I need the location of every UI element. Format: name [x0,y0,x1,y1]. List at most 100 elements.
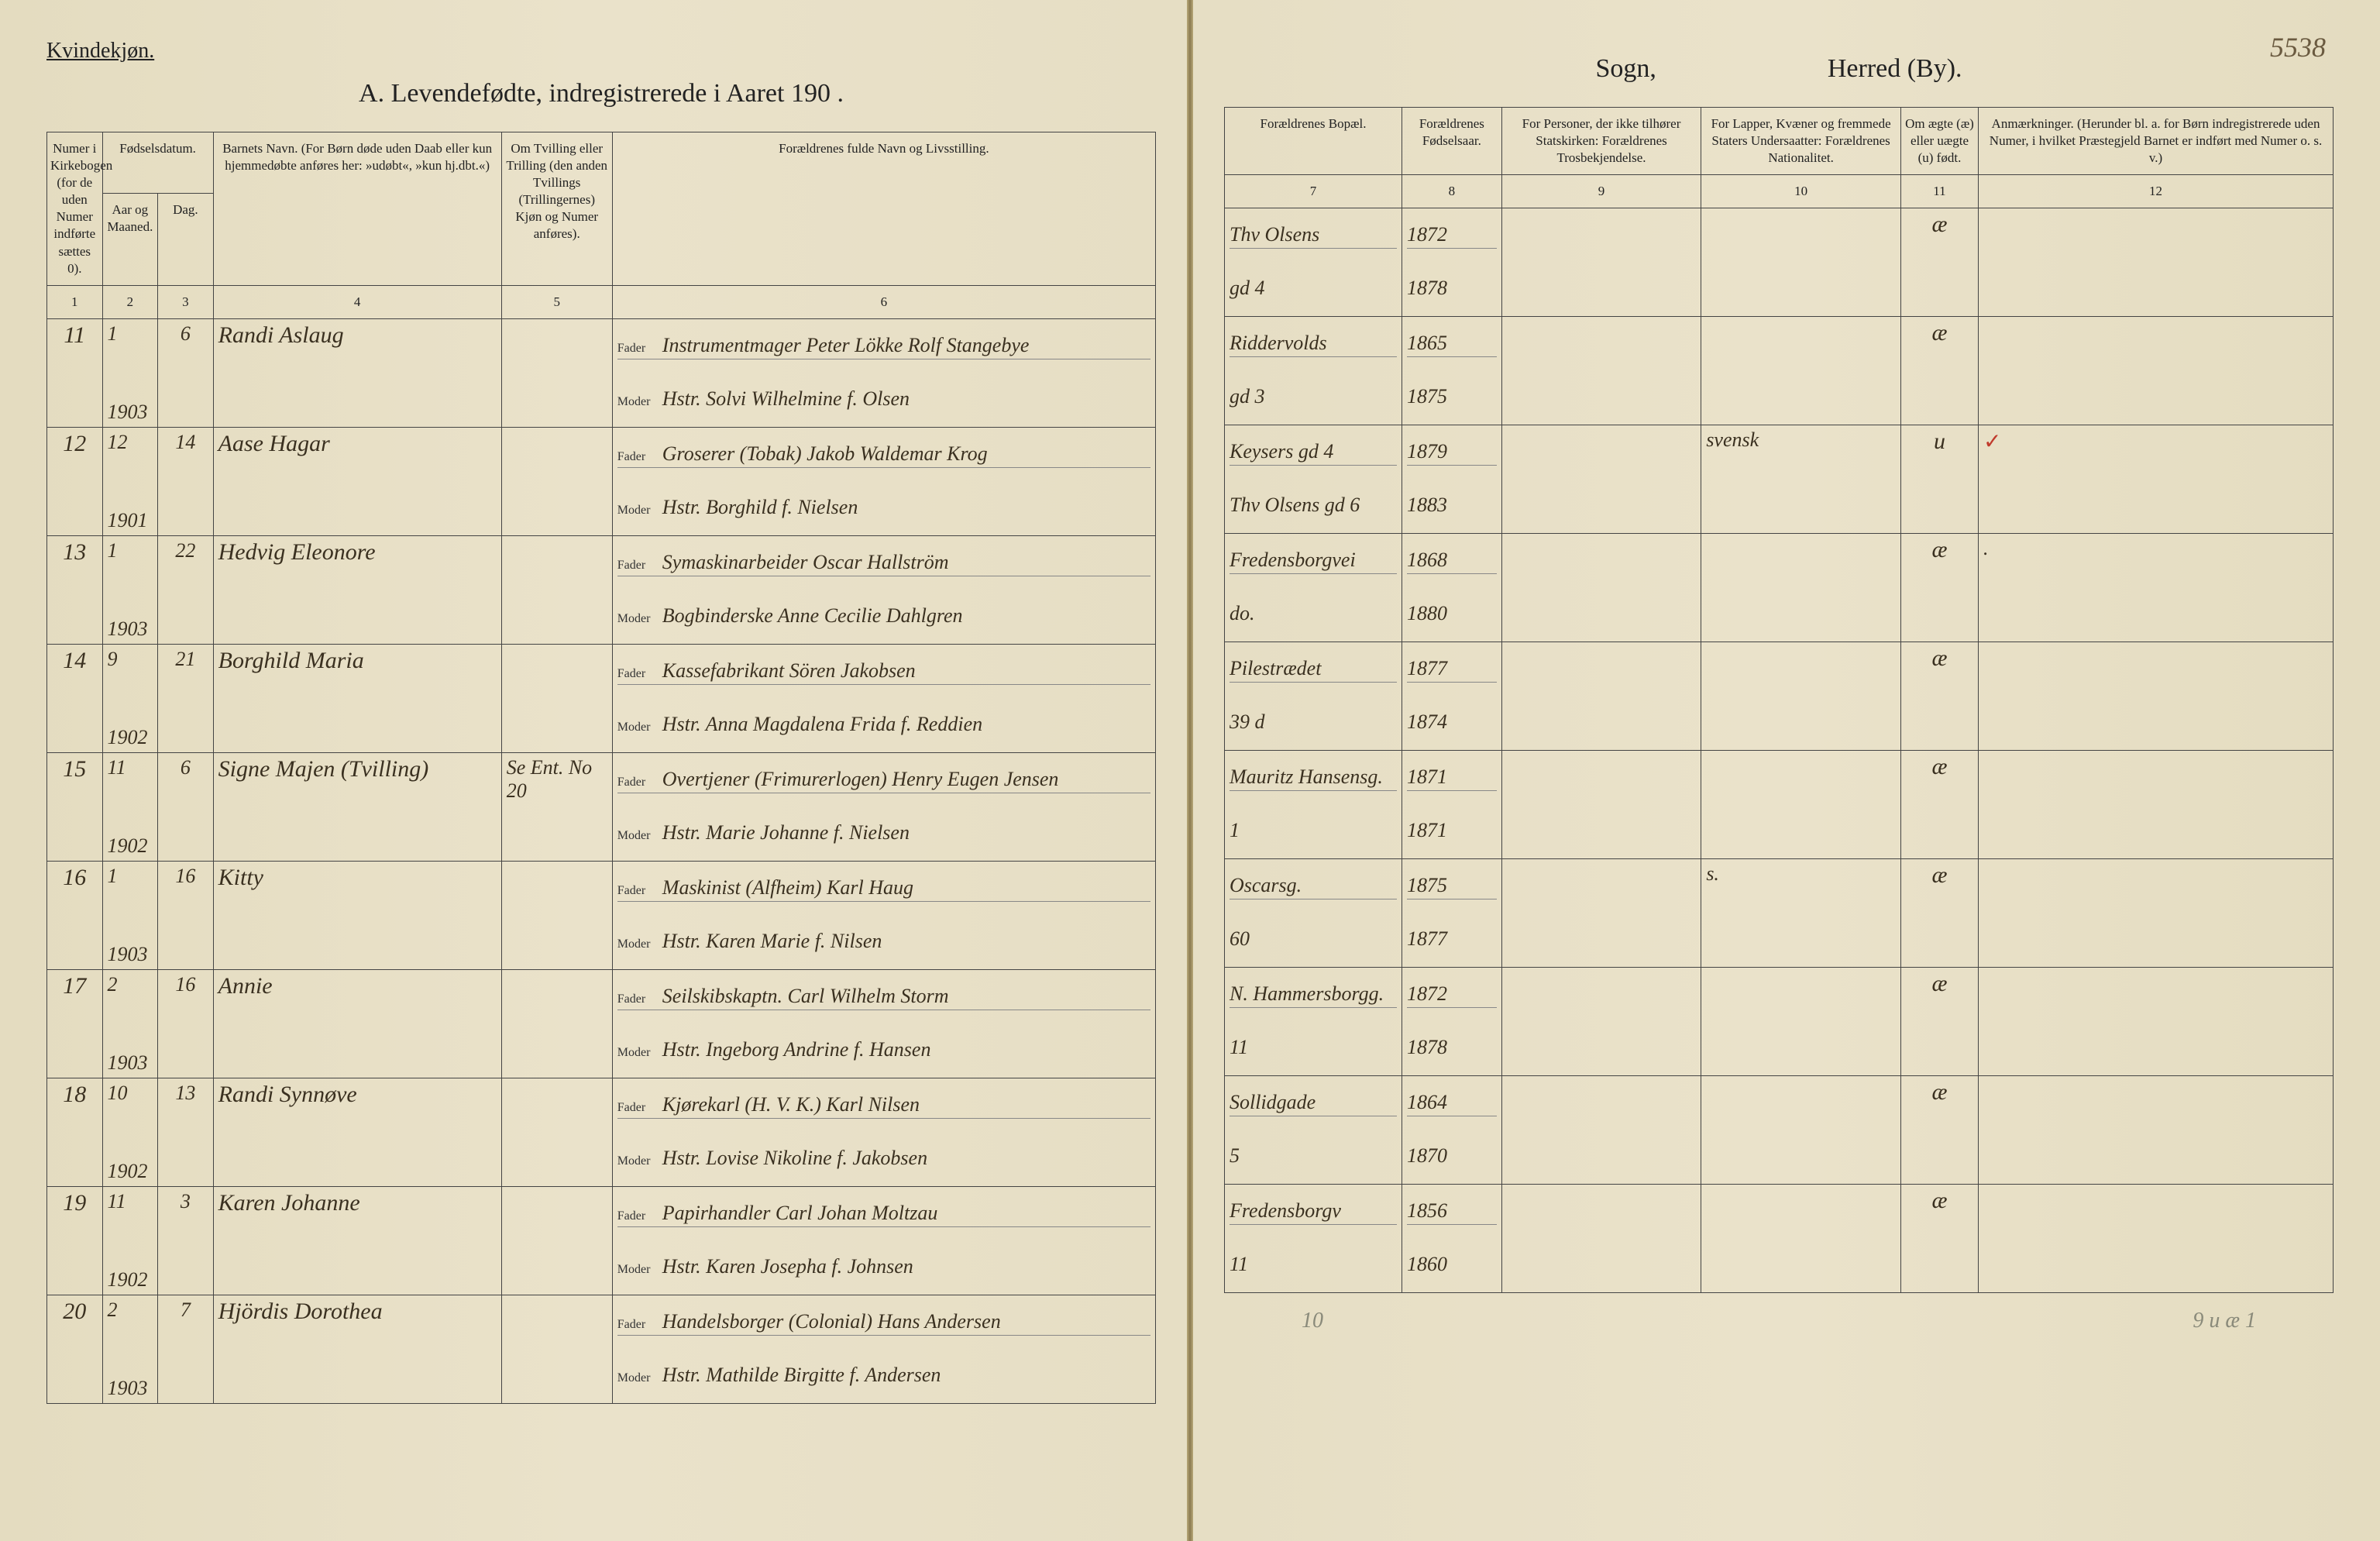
nationality: svensk [1706,428,1759,451]
legitimacy: æ [1931,645,1947,671]
table-row: Oscarsg. 60 1875 1877 s. æ [1225,859,2334,968]
table-header-right: Forældrenes Bopæl. Forældrenes Fødselsaa… [1225,108,2334,208]
nationality: s. [1706,862,1719,885]
tvilling-note: Se Ent. No 20 [507,756,593,802]
moder-label: Moder [617,829,655,843]
moder-label: Moder [617,721,655,734]
remark: . [1983,537,1989,559]
birth-month: 2 [108,973,153,996]
sogn-label: Sogn, [1595,54,1656,83]
colnum: 9 [1501,175,1701,208]
table-row: 20 2 1903 7 Hjördis Dorothea FaderHandel… [47,1295,1156,1403]
legitimacy: æ [1931,1079,1947,1105]
table-row: 11 1 1903 6 Randi Aslaug FaderInstrument… [47,318,1156,427]
birth-year: 1902 [108,1268,153,1292]
birth-year: 1901 [108,509,153,532]
residence-father: Fredensborgvei [1230,549,1356,572]
table-row: Fredensborgv 11 1856 1860 æ [1225,1185,2334,1293]
table-row: N. Hammersborgg. 11 1872 1878 æ [1225,968,2334,1076]
page-right: 5538 Sogn, Herred (By). Forældrenes Bopæ… [1193,0,2380,1541]
table-row: Fredensborgvei do. 1868 1880 æ . [1225,534,2334,642]
page-left: Kvindekjøn. A. Levendefødte, indregistre… [0,0,1187,1541]
father-name: Papirhandler Carl Johan Moltzau [662,1202,938,1225]
birth-month: 9 [108,648,153,671]
fader-label: Fader [617,1318,655,1332]
residence-mother: gd 3 [1230,385,1265,408]
mother-name: Hstr. Anna Magdalena Frida f. Reddien [662,713,982,736]
residence-mother: Thv Olsens gd 6 [1230,494,1360,517]
birth-year: 1902 [108,834,153,858]
birthyear-father: 1865 [1407,332,1447,355]
book-spine [1187,0,1193,1541]
mother-name: Hstr. Karen Josepha f. Johnsen [662,1255,913,1278]
birthyear-mother: 1860 [1407,1253,1447,1276]
legitimacy: æ [1931,537,1947,562]
birthyear-father: 1868 [1407,549,1447,572]
colnum: 7 [1225,175,1402,208]
birth-day: 14 [175,431,195,453]
child-name: Aase Hagar [218,431,330,456]
fader-label: Fader [617,342,655,356]
birth-month: 11 [108,756,153,779]
residence-father: Riddervolds [1230,332,1327,355]
colnum: 8 [1402,175,1501,208]
child-name: Hedvig Eleonore [218,539,376,565]
father-name: Groserer (Tobak) Jakob Waldemar Krog [662,442,988,466]
main-title-right: Sogn, Herred (By). [1224,54,2334,84]
legitimacy: æ [1931,320,1947,346]
col-header-tros: For Personer, der ikke tilhører Statskir… [1501,108,1701,175]
residence-mother: 11 [1230,1253,1248,1276]
legitimacy: æ [1931,754,1947,779]
legitimacy: æ [1931,862,1947,888]
residence-mother: do. [1230,602,1255,625]
fader-label: Fader [617,667,655,681]
child-name: Hjördis Dorothea [218,1298,383,1324]
moder-label: Moder [617,1263,655,1277]
check-mark-icon: ✓ [1983,430,2001,454]
table-row: Sollidgade 5 1864 1870 æ [1225,1076,2334,1185]
birthyear-mother: 1870 [1407,1144,1447,1168]
row-number: 18 [63,1082,86,1107]
residence-father: Sollidgade [1230,1091,1316,1114]
register-table-right: Forældrenes Bopæl. Forældrenes Fødselsaa… [1224,107,2334,1293]
child-name: Kitty [218,865,263,890]
father-name: Kassefabrikant Sören Jakobsen [662,659,916,683]
residence-mother: 11 [1230,1036,1248,1059]
birthyear-mother: 1877 [1407,927,1447,951]
moder-label: Moder [617,937,655,951]
table-row: Riddervolds gd 3 1865 1875 æ [1225,317,2334,425]
birth-month: 10 [108,1082,153,1105]
colnum: 1 [47,285,103,318]
ledger-book: Kvindekjøn. A. Levendefødte, indregistre… [0,0,2380,1541]
page-number: 5538 [2270,31,2326,64]
residence-father: Pilestrædet [1230,657,1321,680]
birth-day: 16 [175,865,195,887]
child-name: Karen Johanne [218,1190,360,1216]
birthyear-mother: 1871 [1407,819,1447,842]
row-number: 13 [63,539,86,565]
col-header-bopael: Forældrenes Bopæl. [1225,108,1402,175]
moder-label: Moder [617,1046,655,1060]
main-title-left: A. Levendefødte, indregistrerede i Aaret… [46,79,1156,108]
colnum: 11 [1900,175,1978,208]
col-header-legit: Om ægte (æ) eller uægte (u) født. [1900,108,1978,175]
mother-name: Hstr. Karen Marie f. Nilsen [662,930,882,953]
moder-label: Moder [617,1371,655,1385]
residence-father: Oscarsg. [1230,874,1302,897]
colnum: 10 [1701,175,1901,208]
birthyear-father: 1872 [1407,982,1447,1006]
foot-right: 9 u æ 1 [2193,1309,2256,1333]
col-header-date: Fødselsdatum. [102,132,213,194]
herred-label: Herred (By). [1828,54,1962,83]
residence-mother: 1 [1230,819,1240,842]
residence-father: Fredensborgv [1230,1199,1341,1223]
mother-name: Bogbinderske Anne Cecilie Dahlgren [662,604,963,628]
birth-year: 1902 [108,1160,153,1183]
birthyear-father: 1875 [1407,874,1447,897]
residence-mother: 60 [1230,927,1250,951]
fader-label: Fader [617,559,655,573]
gender-heading: Kvindekjøn. [46,39,1156,64]
birthyear-mother: 1875 [1407,385,1447,408]
col-header-name: Barnets Navn. (For Børn døde uden Daab e… [213,132,501,286]
birthyear-mother: 1874 [1407,710,1447,734]
